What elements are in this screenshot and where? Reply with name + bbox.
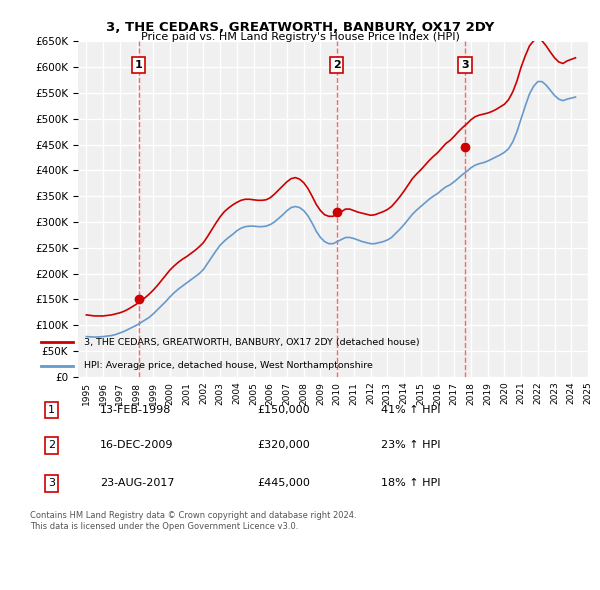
Text: 3: 3 <box>461 60 469 70</box>
Text: Price paid vs. HM Land Registry's House Price Index (HPI): Price paid vs. HM Land Registry's House … <box>140 32 460 42</box>
Text: HPI: Average price, detached house, West Northamptonshire: HPI: Average price, detached house, West… <box>84 361 373 370</box>
Text: £150,000: £150,000 <box>257 405 310 415</box>
Text: 1: 1 <box>48 405 55 415</box>
Text: 3, THE CEDARS, GREATWORTH, BANBURY, OX17 2DY: 3, THE CEDARS, GREATWORTH, BANBURY, OX17… <box>106 21 494 34</box>
Text: 2: 2 <box>332 60 340 70</box>
Text: 23% ↑ HPI: 23% ↑ HPI <box>381 441 440 450</box>
Text: 3, THE CEDARS, GREATWORTH, BANBURY, OX17 2DY (detached house): 3, THE CEDARS, GREATWORTH, BANBURY, OX17… <box>84 338 419 347</box>
Text: 2: 2 <box>48 441 55 450</box>
Text: 16-DEC-2009: 16-DEC-2009 <box>100 441 174 450</box>
Text: 41% ↑ HPI: 41% ↑ HPI <box>381 405 440 415</box>
Text: Contains HM Land Registry data © Crown copyright and database right 2024.
This d: Contains HM Land Registry data © Crown c… <box>30 511 356 530</box>
Text: £445,000: £445,000 <box>257 478 310 488</box>
Text: 13-FEB-1998: 13-FEB-1998 <box>100 405 172 415</box>
Text: £320,000: £320,000 <box>257 441 310 450</box>
Text: 18% ↑ HPI: 18% ↑ HPI <box>381 478 440 488</box>
Text: 3: 3 <box>48 478 55 488</box>
Text: 1: 1 <box>134 60 142 70</box>
Text: 23-AUG-2017: 23-AUG-2017 <box>100 478 175 488</box>
